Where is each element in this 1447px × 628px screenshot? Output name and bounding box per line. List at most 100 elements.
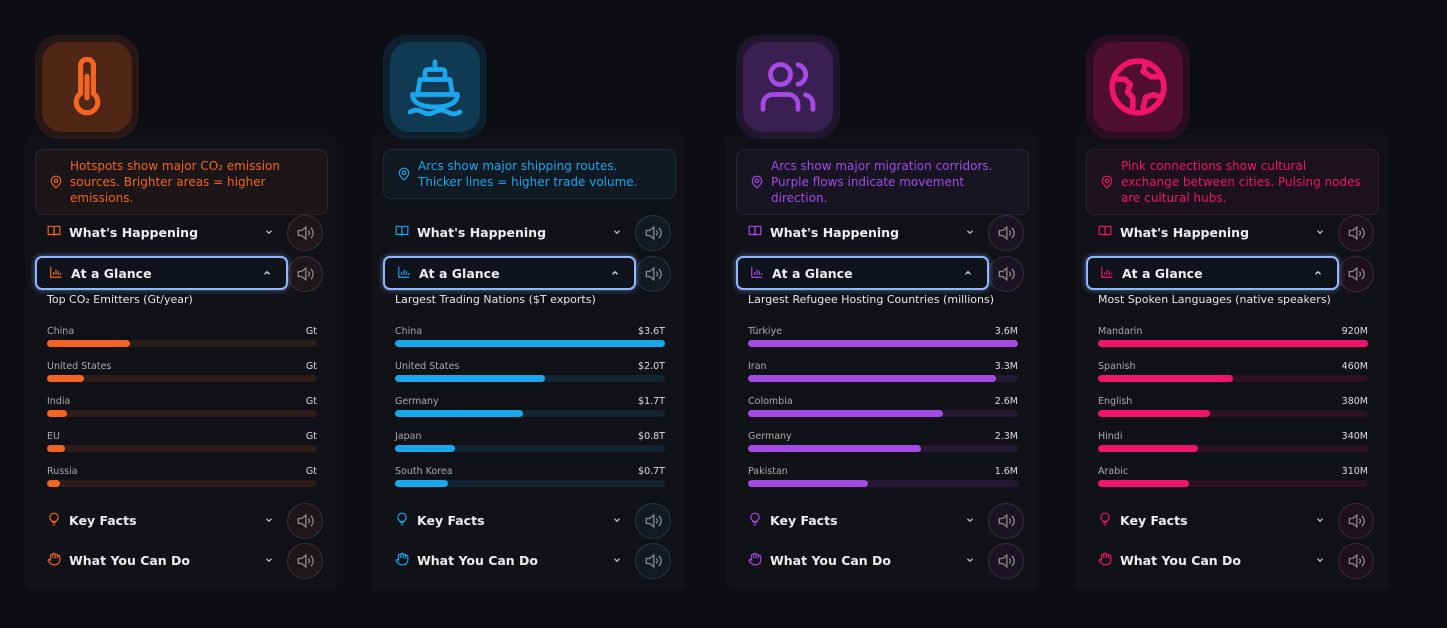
- section-icon: [47, 512, 61, 529]
- chevron: [965, 225, 975, 240]
- section-header[interactable]: Key Facts: [736, 503, 989, 537]
- bar: [395, 445, 455, 452]
- section-label: What You Can Do: [417, 552, 539, 568]
- chevron: [965, 553, 975, 568]
- category-label: Mandarin: [1098, 326, 1143, 337]
- section-label: Key Facts: [1120, 512, 1188, 528]
- speaker-button[interactable]: [635, 256, 671, 292]
- speaker-button[interactable]: [1338, 215, 1374, 251]
- value-label: 3.6M: [994, 326, 1018, 337]
- chevron: [1315, 225, 1325, 240]
- chart-title: Largest Refugee Hosting Countries (milli…: [748, 293, 995, 306]
- bar: [47, 480, 61, 487]
- chevron: [612, 513, 622, 528]
- value-label: $1.7T: [638, 396, 665, 407]
- speaker-button[interactable]: [1338, 503, 1374, 539]
- section-label: Key Facts: [69, 512, 137, 528]
- bar-track: [1098, 480, 1368, 487]
- category-label: India: [47, 396, 71, 407]
- value-label: Gt: [305, 431, 317, 442]
- bar: [47, 410, 67, 417]
- section-header[interactable]: What's Happening: [35, 215, 288, 249]
- section-header[interactable]: What You Can Do: [383, 543, 636, 577]
- section-header[interactable]: What You Can Do: [1086, 543, 1339, 577]
- speaker-button[interactable]: [988, 503, 1024, 539]
- value-label: 2.3M: [994, 431, 1018, 442]
- speaker-button[interactable]: [287, 215, 323, 251]
- speaker-button[interactable]: [988, 543, 1024, 579]
- section-header[interactable]: What You Can Do: [736, 543, 989, 577]
- category-label: Russia: [47, 466, 78, 477]
- section-header[interactable]: What's Happening: [1086, 215, 1339, 249]
- section-header[interactable]: At a Glance: [1086, 256, 1339, 290]
- speaker-button[interactable]: [287, 256, 323, 292]
- chart-item: Germany $1.7T: [395, 396, 665, 420]
- bar-track: [395, 410, 665, 417]
- speaker-button[interactable]: [287, 503, 323, 539]
- section-header[interactable]: At a Glance: [736, 256, 989, 290]
- value-label: 1.6M: [994, 466, 1018, 477]
- speaker-button[interactable]: [635, 503, 671, 539]
- section-header[interactable]: What You Can Do: [35, 543, 288, 577]
- hint-box: Hotspots show major CO₂ emission sources…: [35, 149, 328, 215]
- section-header[interactable]: What's Happening: [383, 215, 636, 249]
- chart-item: Iran 3.3M: [748, 361, 1018, 385]
- value-label: 460M: [1341, 361, 1368, 372]
- section-header[interactable]: Key Facts: [35, 503, 288, 537]
- bar: [748, 445, 921, 452]
- chart-item: China $3.6T: [395, 326, 665, 350]
- category-label: Arabic: [1098, 466, 1129, 477]
- section-icon: [1100, 265, 1114, 282]
- section-header[interactable]: At a Glance: [35, 256, 288, 290]
- speaker-button[interactable]: [988, 215, 1024, 251]
- hint-text: Hotspots show major CO₂ emission sources…: [70, 159, 280, 205]
- category-label: Hindi: [1098, 431, 1123, 442]
- chart-title: Largest Trading Nations ($T exports): [395, 293, 596, 306]
- section-label: What's Happening: [69, 224, 199, 240]
- category-label: Türkiye: [748, 326, 783, 337]
- category-label: Pakistan: [748, 466, 788, 477]
- speaker-button[interactable]: [287, 543, 323, 579]
- section-icon: [1098, 224, 1112, 241]
- bar: [395, 410, 523, 417]
- value-label: 3.3M: [994, 361, 1018, 372]
- bar: [47, 375, 85, 382]
- section-header[interactable]: What's Happening: [736, 215, 989, 249]
- panel: Arcs show major shipping routes. Thicker…: [383, 35, 683, 595]
- speaker-button[interactable]: [988, 256, 1024, 292]
- icon: [42, 42, 132, 132]
- section-header[interactable]: Key Facts: [383, 503, 636, 537]
- chevron: [963, 266, 973, 281]
- icon: [743, 42, 833, 132]
- bar: [395, 340, 665, 347]
- chart-item: Spanish 460M: [1098, 361, 1368, 385]
- icon: [1093, 42, 1183, 132]
- category-label: Iran: [748, 361, 767, 372]
- chart-item: Russia Gt: [47, 466, 317, 490]
- speaker-button[interactable]: [1338, 543, 1374, 579]
- section-header[interactable]: At a Glance: [383, 256, 636, 290]
- bar-track: [47, 375, 317, 382]
- section-icon: [47, 552, 61, 569]
- section-icon: [748, 224, 762, 241]
- speaker-button[interactable]: [635, 215, 671, 251]
- chevron: [1315, 513, 1325, 528]
- section-icon: [397, 265, 411, 282]
- chart-item: South Korea $0.7T: [395, 466, 665, 490]
- chevron: [965, 513, 975, 528]
- chart-item: United States Gt: [47, 361, 317, 385]
- bar-track: [395, 480, 665, 487]
- speaker-button[interactable]: [1338, 256, 1374, 292]
- value-label: Gt: [305, 361, 317, 372]
- value-label: $0.7T: [638, 466, 665, 477]
- chart-item: English 380M: [1098, 396, 1368, 420]
- bar-track: [395, 445, 665, 452]
- bar: [395, 480, 448, 487]
- section-header[interactable]: Key Facts: [1086, 503, 1339, 537]
- category-label: South Korea: [395, 466, 453, 477]
- bar: [1098, 410, 1210, 417]
- category-label: EU: [47, 431, 60, 442]
- chart-item: Türkiye 3.6M: [748, 326, 1018, 350]
- section-label: At a Glance: [1122, 265, 1203, 281]
- speaker-button[interactable]: [635, 543, 671, 579]
